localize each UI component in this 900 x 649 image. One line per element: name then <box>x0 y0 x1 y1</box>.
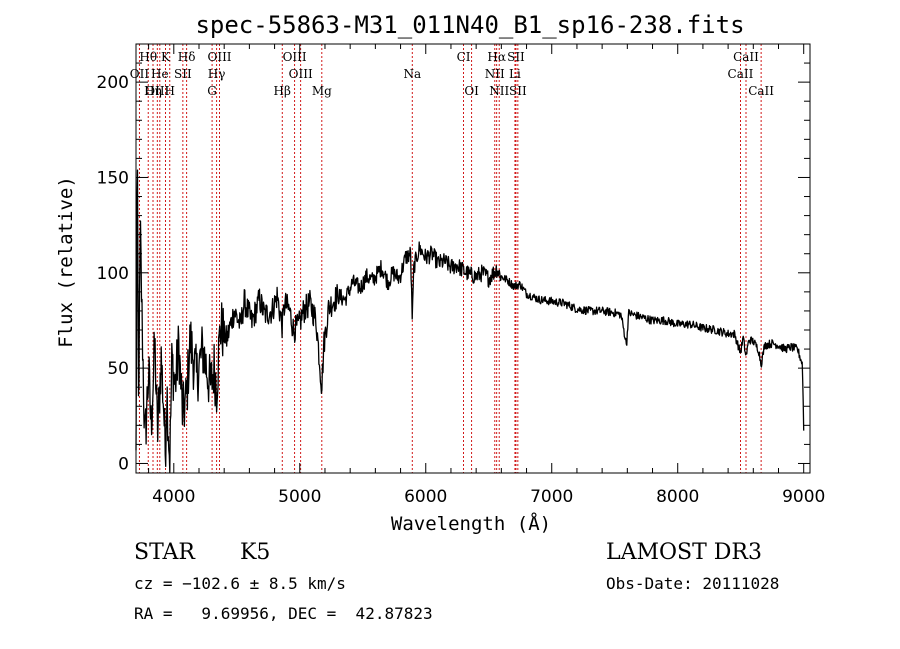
plot-frame <box>135 43 811 474</box>
x-axis-label: Wavelength (Å) <box>391 512 551 535</box>
line-label: OI <box>464 84 479 98</box>
line-label: SII <box>507 50 525 64</box>
y-tick-labels: 0 50 100 150 200 <box>97 73 129 474</box>
line-label: He <box>151 67 169 81</box>
survey-name: LAMOST DR3 <box>606 540 762 565</box>
redshift-velocity: cz = −102.6 ± 8.5 km/s <box>134 574 346 593</box>
y-tick-label: 50 <box>107 359 129 379</box>
line-label: Hγ <box>208 67 226 81</box>
chart-title: spec-55863-M31_011N40_B1_sp16-238.fits <box>195 11 744 39</box>
line-label: NII <box>485 67 505 81</box>
x-tick-label: 5000 <box>278 487 321 507</box>
line-label: Hβ <box>274 84 291 98</box>
line-label: K <box>161 50 171 64</box>
observation-date: Obs-Date: 20111028 <box>606 574 779 593</box>
y-axis-label: Flux (relative) <box>55 176 77 348</box>
line-label: OIII <box>289 67 313 81</box>
line-label: OII <box>130 67 150 81</box>
y-tick-label: 0 <box>118 454 129 474</box>
line-label: Mg <box>312 84 332 98</box>
line-label: Hα <box>487 50 506 64</box>
y-tick-label: 200 <box>97 73 129 93</box>
object-subclass: K5 <box>240 540 270 565</box>
line-label: G <box>207 84 217 98</box>
line-label: OIII <box>145 84 169 98</box>
line-label: Hδ <box>178 50 196 64</box>
x-tick-label: 9000 <box>782 487 825 507</box>
line-label: Hη <box>144 84 162 98</box>
line-label: Na <box>403 67 421 81</box>
spectrum-line <box>135 169 805 473</box>
line-label: OIII <box>283 50 307 64</box>
y-tick-label: 150 <box>97 168 129 188</box>
emission-line-markers <box>138 44 762 473</box>
x-tick-labels: 4000 5000 6000 7000 8000 9000 <box>152 487 825 507</box>
line-label: SII <box>174 67 192 81</box>
line-label: NII <box>489 84 509 98</box>
line-label: H <box>165 84 175 98</box>
y-tick-label: 100 <box>97 264 129 284</box>
x-tick-label: 7000 <box>530 487 573 507</box>
line-label: Li <box>509 67 521 81</box>
line-label: Hθ <box>139 50 157 64</box>
line-label: CaII <box>728 67 754 81</box>
coordinates: RA = 9.69956, DEC = 42.87823 <box>134 604 433 623</box>
x-tick-label: 6000 <box>404 487 447 507</box>
line-label: OIII <box>207 50 231 64</box>
line-label: CI <box>457 50 471 64</box>
line-label: SII <box>509 84 527 98</box>
x-tick-label: 8000 <box>656 487 699 507</box>
x-tick-label: 4000 <box>152 487 195 507</box>
line-label: CaII <box>748 84 774 98</box>
object-class: STAR <box>134 540 196 565</box>
line-label: CaII <box>733 50 759 64</box>
axis-ticks <box>136 43 810 473</box>
